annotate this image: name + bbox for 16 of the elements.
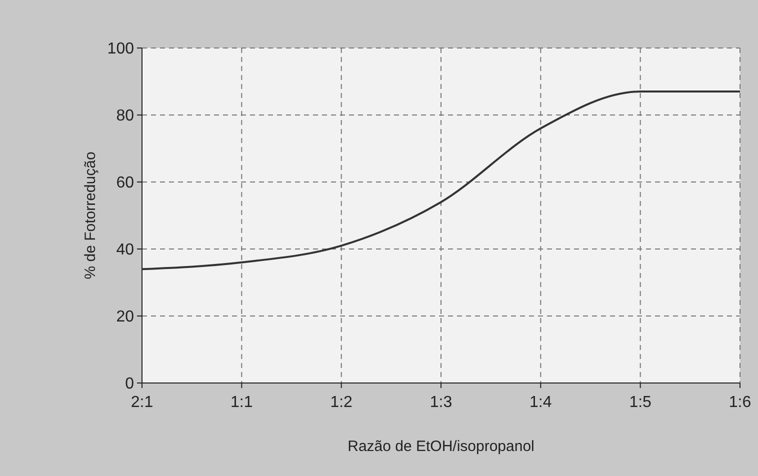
x-tick-label: 1:3 bbox=[430, 394, 452, 411]
x-tick-label: 1:5 bbox=[629, 394, 652, 411]
x-axis-title: Razão de EtOH/isopropanol bbox=[348, 438, 534, 455]
x-tick-label: 1:6 bbox=[728, 394, 752, 411]
y-tick-label: 0 bbox=[125, 376, 134, 393]
y-axis-title: % de Fotorredução bbox=[82, 152, 99, 280]
x-tick-label: 1:2 bbox=[330, 394, 353, 411]
y-tick-label: 20 bbox=[116, 308, 134, 326]
x-tick-label: 1:1 bbox=[230, 394, 253, 411]
y-tick-label: 80 bbox=[116, 108, 134, 125]
y-tick-label: 60 bbox=[116, 174, 134, 192]
line-series bbox=[141, 90, 741, 270]
y-tick-label: 40 bbox=[116, 242, 134, 259]
y-tick-label: 100 bbox=[107, 40, 134, 58]
x-tick-label: 2:1 bbox=[130, 394, 154, 411]
x-tick-label: 1:4 bbox=[530, 394, 552, 411]
